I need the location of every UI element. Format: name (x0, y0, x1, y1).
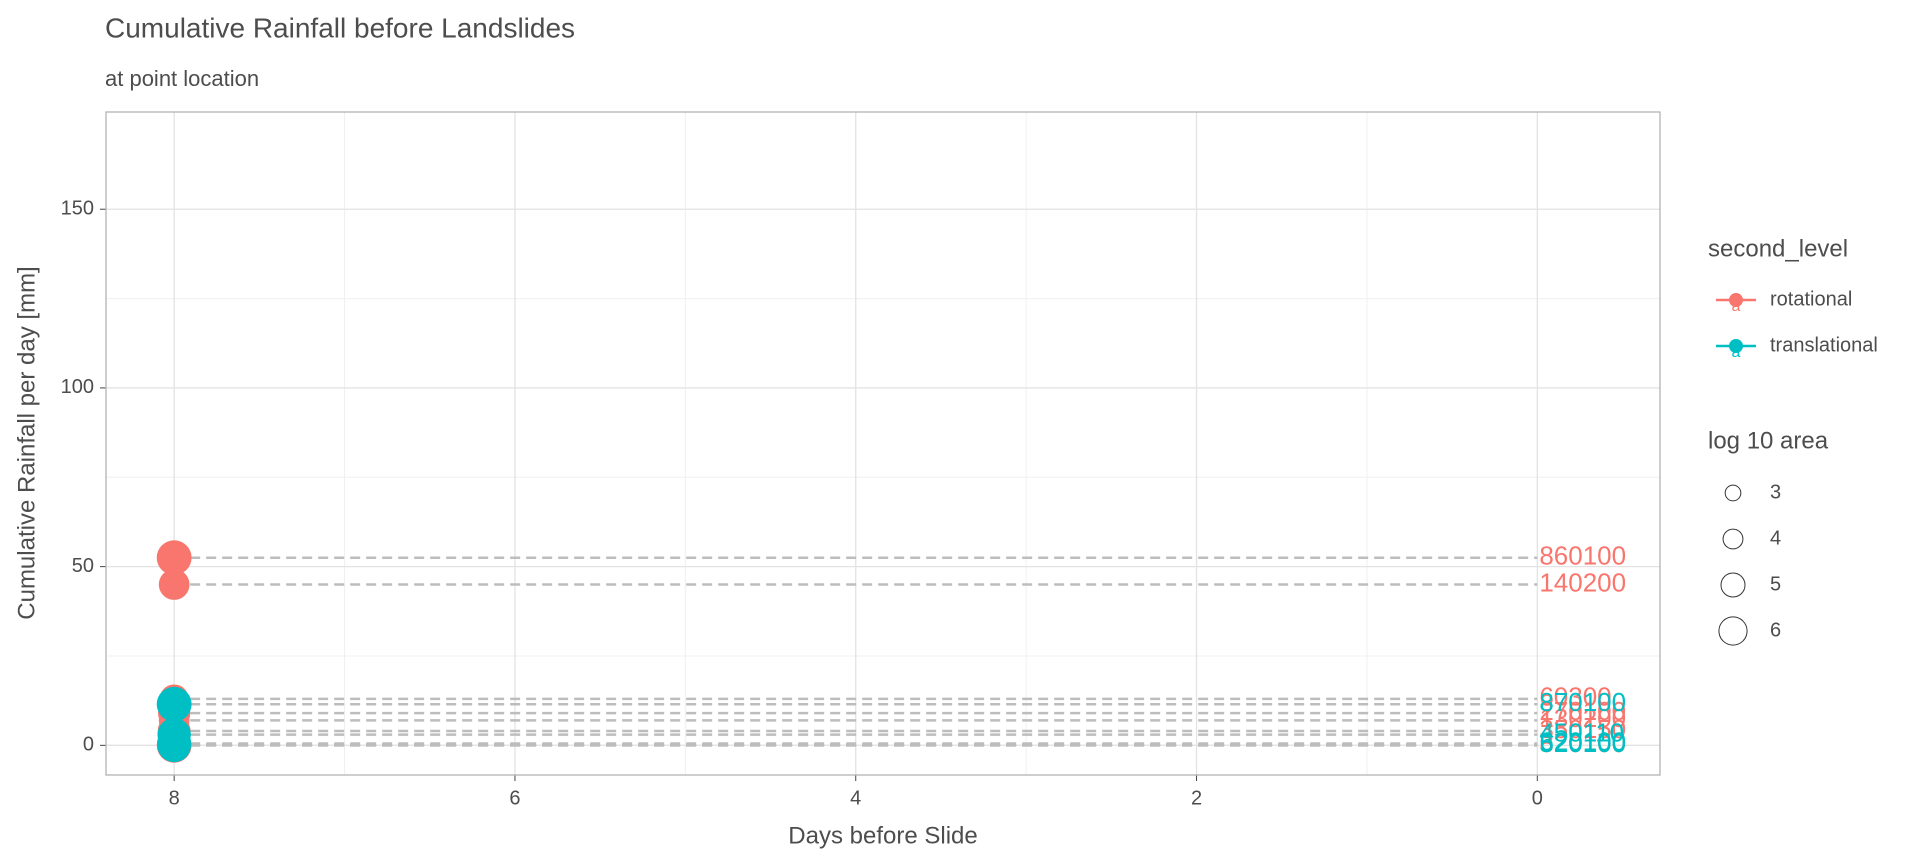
y-tick-label: 100 (61, 376, 94, 398)
panel-border (105, 111, 1661, 776)
x-axis-label: Days before Slide (788, 822, 977, 849)
legend-key-point (1729, 293, 1743, 307)
point (158, 569, 190, 600)
chart-subtitle: at point location (105, 66, 259, 91)
size-legend-label: 4 (1770, 527, 1781, 549)
x-tick-label: 0 (1532, 787, 1543, 809)
point (156, 540, 192, 576)
legend-key-point (1729, 339, 1743, 353)
size-legend-key (1722, 528, 1744, 550)
legend-label: translational (1770, 334, 1878, 356)
x-tick-label: 6 (509, 787, 520, 809)
data-label: 270100 (1539, 696, 1626, 726)
data-label: 860100 (1539, 541, 1626, 571)
point (157, 728, 192, 763)
data-label: 450110 (1539, 717, 1624, 747)
data-label: 350150 (1539, 714, 1626, 744)
size-legend-label: 3 (1770, 481, 1781, 503)
size-legend-key (1720, 572, 1746, 598)
y-tick-label: 150 (61, 197, 94, 219)
legend-key-glyph: a (1732, 298, 1741, 315)
color-legend-title: second_level (1708, 235, 1848, 262)
point (156, 686, 192, 722)
size-legend-key (1724, 484, 1742, 502)
data-label: 620100 (1539, 726, 1626, 756)
chart-title: Cumulative Rainfall before Landslides (105, 12, 575, 43)
data-label: 520100 (1539, 728, 1626, 758)
y-axis-label: Cumulative Rainfall per day [mm] (13, 266, 40, 619)
size-legend-key (1718, 616, 1748, 646)
data-label: 870100 (1539, 687, 1626, 717)
data-label: 140200 (1539, 567, 1626, 597)
data-label: 130200 (1539, 703, 1626, 733)
data-label: 60300 (1539, 682, 1611, 712)
x-tick-label: 8 (169, 787, 180, 809)
plot-panel (106, 112, 1660, 775)
legend-key-glyph: a (1732, 344, 1741, 361)
y-tick-label: 50 (72, 555, 94, 577)
x-tick-label: 2 (1191, 787, 1202, 809)
size-legend-label: 5 (1770, 573, 1781, 595)
data-label: 820100 (1539, 728, 1626, 758)
size-legend-title: log 10 area (1708, 427, 1829, 454)
y-tick-label: 0 (83, 734, 94, 756)
x-tick-label: 4 (850, 787, 861, 809)
legend-label: rotational (1770, 288, 1852, 310)
size-legend-label: 6 (1770, 619, 1781, 641)
